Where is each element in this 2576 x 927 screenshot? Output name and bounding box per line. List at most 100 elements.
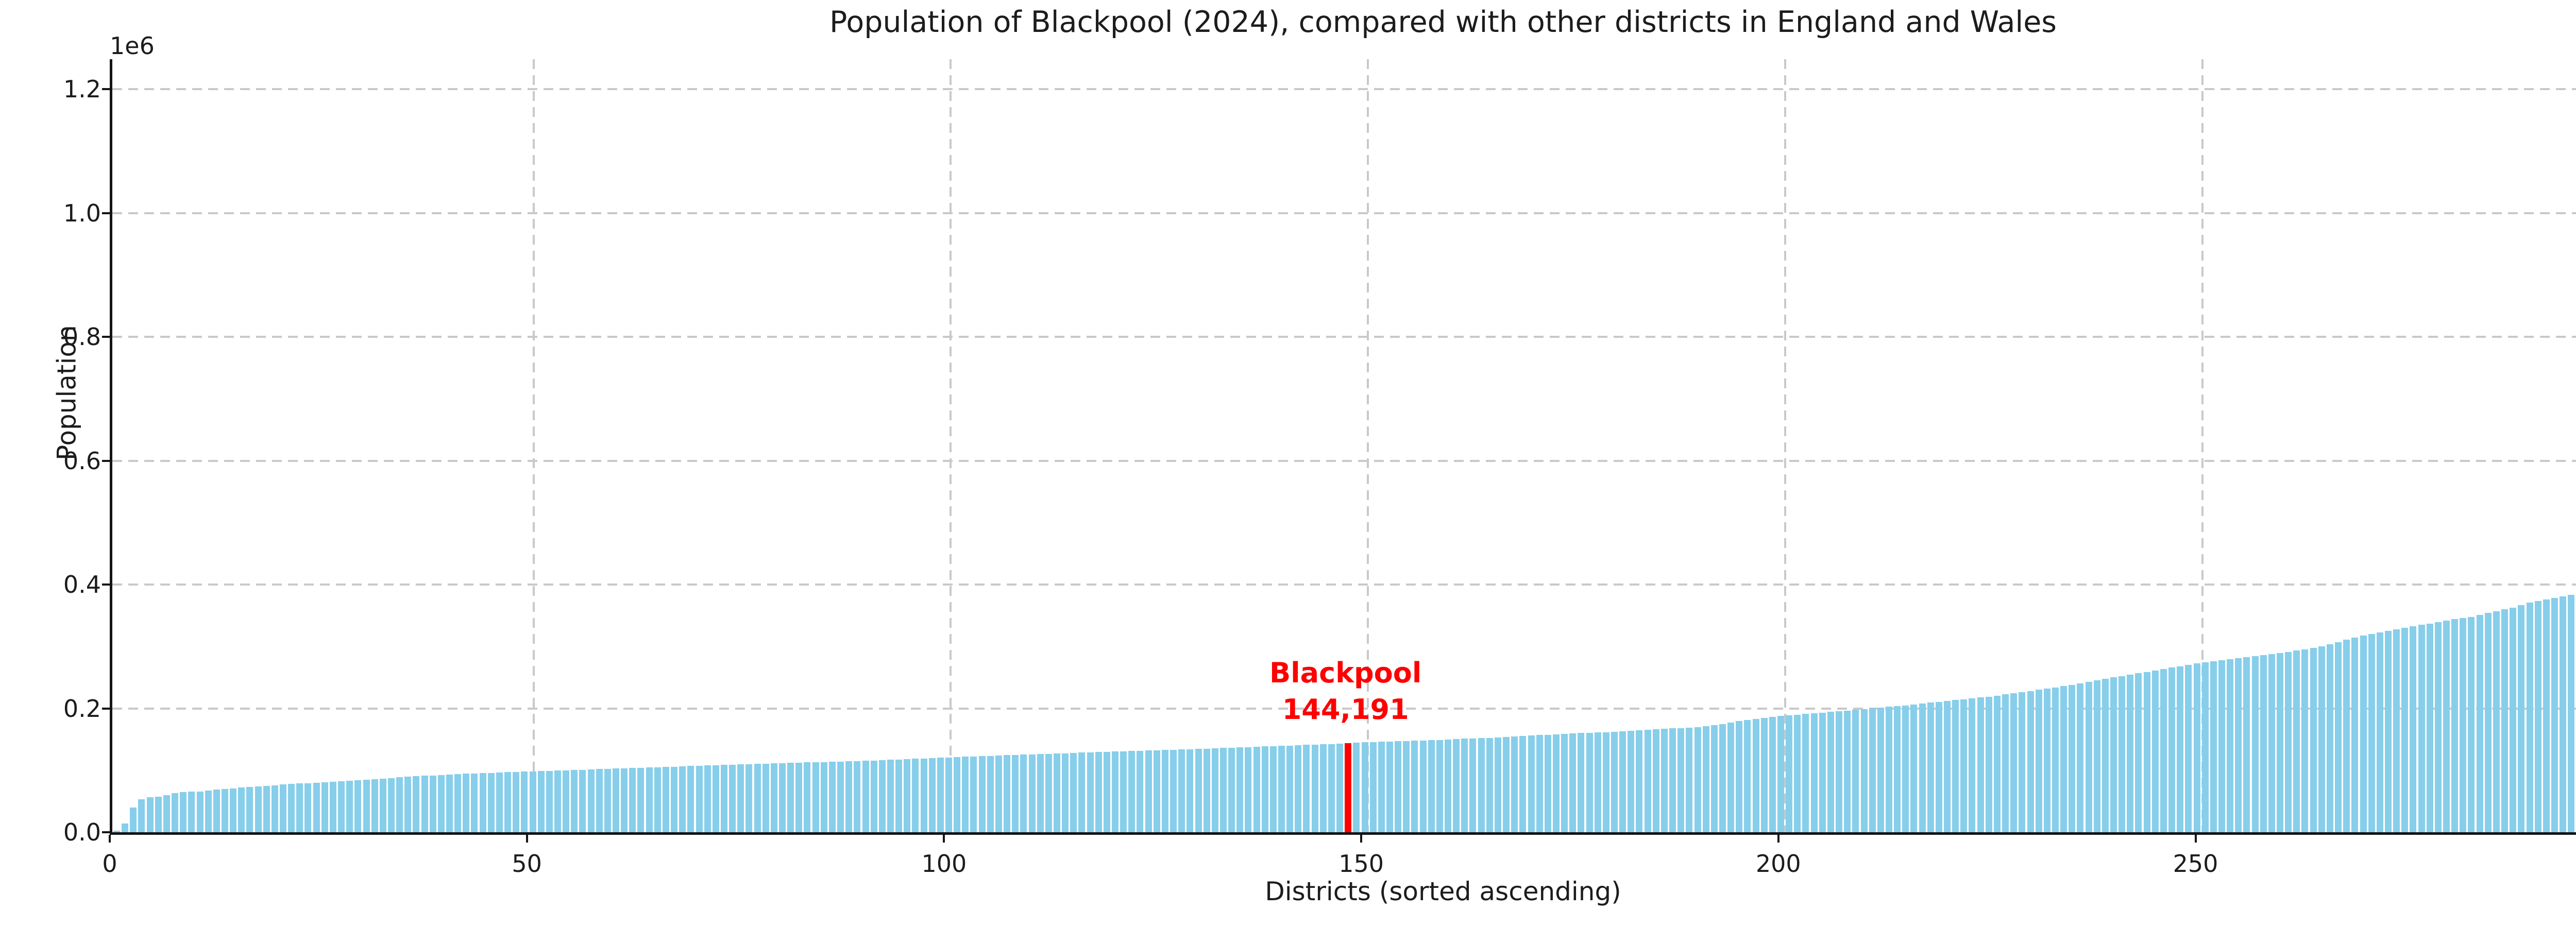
district-bar (1469, 738, 1477, 832)
district-bar (1660, 729, 1668, 832)
district-bar (2160, 669, 2167, 832)
district-bar (2534, 600, 2541, 832)
district-bar (1145, 750, 1152, 832)
district-bar (1103, 751, 1110, 832)
y-tick-label: 0.2 (63, 694, 101, 723)
x-axis-label: Districts (sorted ascending) (1265, 877, 1621, 906)
x-tick-mark (943, 835, 945, 843)
chart-title: Population of Blackpool (2024), compared… (829, 5, 2057, 39)
district-bar (1494, 737, 1501, 832)
district-bar (1253, 747, 1260, 832)
district-bar (1860, 709, 1868, 832)
district-bar (2368, 633, 2375, 832)
district-bar (2476, 614, 2483, 832)
district-bar (812, 762, 819, 832)
district-bar (637, 767, 645, 832)
district-bar (487, 772, 495, 832)
district-bar (2360, 635, 2367, 832)
district-bar (579, 769, 586, 832)
y-tick-mark (102, 212, 110, 214)
district-bar (471, 773, 478, 832)
district-bar (1802, 714, 1809, 832)
district-bar (1727, 722, 1735, 832)
district-bar (180, 792, 187, 832)
district-bar (221, 789, 228, 832)
district-bar (2326, 644, 2333, 832)
district-bar (1852, 710, 1859, 832)
district-bar (904, 759, 911, 832)
district-bar (1311, 744, 1318, 832)
district-bar (720, 765, 727, 832)
district-bar (2393, 629, 2400, 832)
district-bar (954, 757, 961, 832)
district-bar (1810, 713, 1818, 832)
district-bar (521, 771, 528, 832)
district-bar (779, 763, 786, 832)
district-bar (1120, 751, 1127, 832)
district-bar (2060, 686, 2067, 832)
district-bar (696, 765, 703, 832)
district-bar (371, 779, 378, 832)
district-bar (2019, 692, 2026, 832)
district-bar (1694, 727, 1701, 832)
district-bar (1760, 717, 1768, 832)
district-bar (1794, 714, 1801, 832)
district-bar (1203, 748, 1210, 832)
district-bar (329, 781, 336, 832)
district-bar (1652, 729, 1659, 832)
district-bar (429, 775, 436, 832)
district-bar (479, 773, 486, 832)
district-bar (2518, 605, 2525, 832)
district-bar (546, 770, 553, 832)
district-bar (1062, 753, 1069, 832)
district-bar (1686, 727, 1693, 832)
h-gridline (112, 707, 2576, 710)
district-bar (1395, 741, 1402, 832)
district-bar (413, 776, 420, 832)
x-tick-mark (109, 835, 111, 843)
district-bar (2526, 602, 2533, 832)
district-bar (737, 764, 744, 832)
y-tick-mark (102, 831, 110, 833)
district-bar (1786, 715, 1793, 832)
district-bar (304, 783, 312, 832)
district-bar (754, 764, 761, 832)
district-bar (2277, 653, 2283, 832)
plot-area (110, 59, 2576, 835)
y-tick-label: 0.6 (63, 447, 101, 475)
district-bar (1386, 741, 1393, 832)
district-bar (1336, 743, 1344, 832)
district-bar (563, 770, 570, 832)
district-bar (862, 761, 869, 832)
district-bar (1960, 699, 1968, 832)
district-bar (2193, 663, 2200, 832)
blackpool-bar (1345, 743, 1352, 832)
district-bar (1219, 748, 1227, 832)
district-bar (113, 831, 120, 832)
district-bar (1461, 739, 1468, 832)
y-tick-mark (102, 583, 110, 586)
district-bar (1902, 705, 1909, 832)
district-bar (2052, 687, 2059, 832)
district-bar (2210, 661, 2217, 832)
district-bar (621, 768, 628, 832)
district-bar (1877, 707, 1884, 832)
y-tick-mark (102, 459, 110, 462)
district-bar (1710, 725, 1718, 832)
district-bar (172, 793, 179, 832)
district-bar (1478, 738, 1485, 832)
district-bar (2285, 651, 2292, 832)
district-bar (870, 760, 877, 832)
district-bar (288, 784, 295, 832)
district-bar (138, 799, 145, 832)
district-bar (1428, 740, 1435, 832)
district-bar (2035, 690, 2042, 832)
y-tick-label: 1.0 (63, 199, 101, 227)
y-tick-label: 0.8 (63, 323, 101, 351)
district-bar (1361, 742, 1368, 832)
district-bar (845, 761, 853, 832)
district-bar (1087, 752, 1094, 832)
district-bar (213, 789, 220, 832)
district-bar (2384, 630, 2392, 832)
district-bar (2243, 657, 2250, 832)
